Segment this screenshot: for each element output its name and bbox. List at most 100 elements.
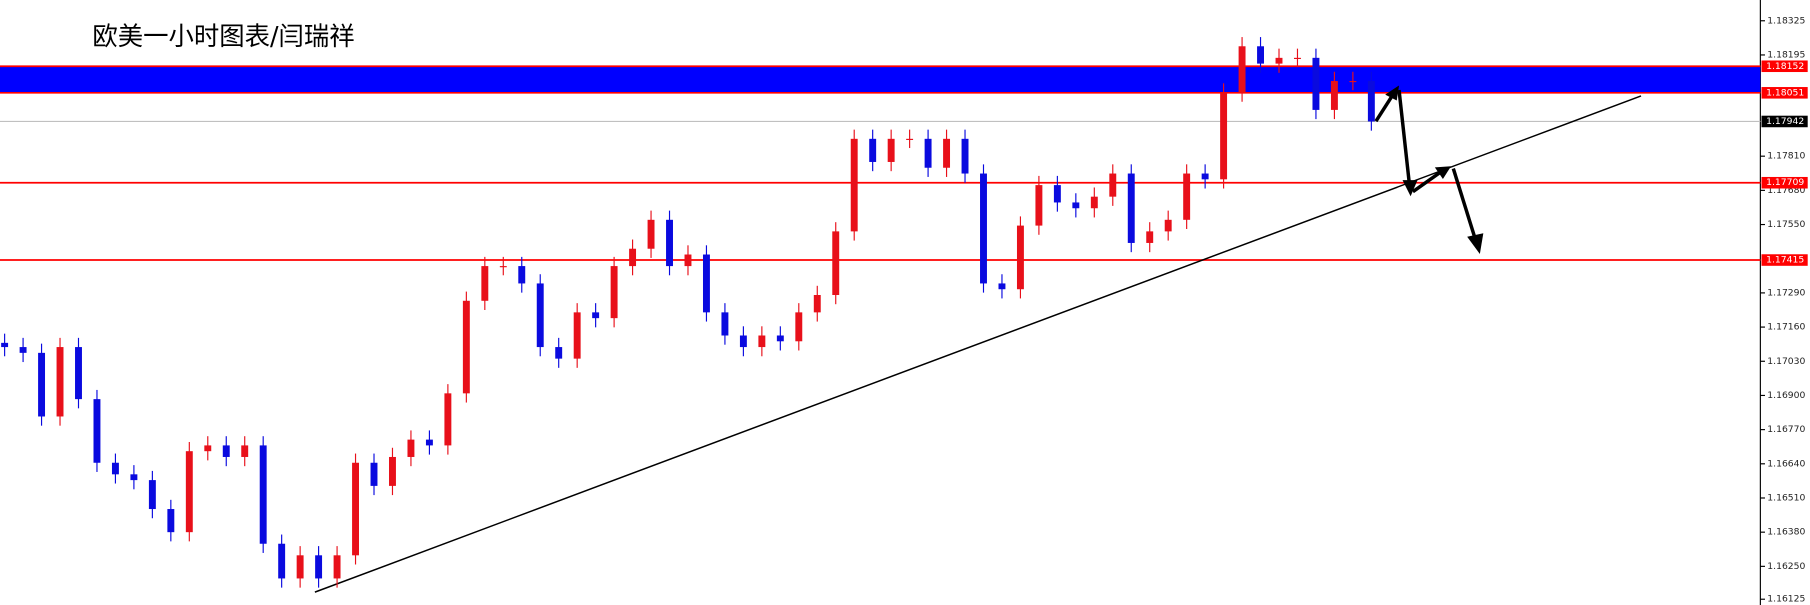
y-tick-label: 1.17290 (1767, 287, 1805, 298)
y-tick-label: 1.16380 (1767, 527, 1805, 538)
y-tick-label: 1.16770 (1767, 424, 1805, 435)
candle-body (1367, 80, 1375, 122)
candle-body (739, 335, 747, 348)
candle-body (1072, 202, 1080, 209)
candle-body (352, 462, 359, 556)
y-tick-label: 1.17160 (1767, 322, 1805, 333)
candle-body (315, 555, 323, 579)
y-tick-label: 1.17680 (1767, 185, 1805, 196)
y-tick-label: 1.17810 (1767, 151, 1805, 162)
candle-body (906, 138, 914, 140)
candle-body (813, 295, 821, 313)
candle-body (111, 462, 119, 475)
candle-body (1238, 46, 1246, 93)
candle-body (130, 474, 138, 481)
candle-body (980, 173, 987, 284)
candle-body (407, 439, 415, 457)
candle-body (943, 138, 951, 168)
candle-body (869, 138, 877, 162)
candle-body (444, 393, 452, 446)
candle-body (702, 254, 710, 313)
candle-body (75, 347, 82, 400)
candle-body (481, 266, 489, 301)
candle-body (610, 266, 618, 319)
candle-body (536, 283, 544, 348)
candle-body (1127, 173, 1135, 243)
candle-body (259, 445, 267, 544)
candle-body (592, 312, 600, 319)
trendline (314, 95, 1642, 593)
arrow (1411, 170, 1442, 194)
candle-body (961, 138, 969, 174)
price-label-box (1761, 60, 1808, 73)
candle-body (1109, 173, 1117, 197)
candle-body (425, 439, 433, 446)
y-tick-label: 1.17030 (1767, 356, 1805, 367)
candle-body (1146, 231, 1154, 243)
price-label: 1.17942 (1766, 116, 1804, 127)
chart-title: 欧美一小时图表/闫瑞祥 (92, 21, 354, 51)
candle-body (1183, 173, 1191, 220)
price-label-box (1761, 176, 1808, 189)
candle-body (1312, 57, 1320, 110)
candle-body (573, 312, 581, 359)
candle-body (721, 312, 729, 336)
candle-body (998, 283, 1006, 290)
y-tick-label: 1.16125 (1767, 594, 1805, 605)
arrowhead (1434, 166, 1452, 179)
candle-body (776, 335, 784, 342)
candle-body (56, 347, 64, 417)
candle-body (167, 509, 175, 533)
candle-body (1090, 196, 1098, 209)
candle-body (389, 456, 396, 486)
candle-body (924, 138, 932, 168)
arrow (1451, 168, 1477, 240)
candle-body (222, 445, 230, 457)
plot-area (0, 37, 1761, 593)
candle-body (1257, 46, 1264, 64)
candle-body (333, 555, 341, 579)
y-tick-label: 1.16640 (1767, 458, 1805, 469)
projection-arrows (1374, 85, 1484, 255)
candle-body (518, 266, 526, 284)
candle-body (148, 480, 156, 510)
candle-body (555, 347, 563, 359)
candle-body (278, 543, 286, 579)
y-tick-label: 1.18195 (1767, 49, 1805, 60)
y-tick-label: 1.16510 (1767, 492, 1805, 503)
candle-body (1053, 185, 1061, 203)
candle-body (832, 231, 840, 296)
candle-body (1016, 225, 1024, 290)
candle-body (204, 445, 212, 452)
candle-body (629, 248, 637, 267)
arrowhead (1402, 180, 1418, 197)
price-label: 1.18152 (1766, 61, 1804, 72)
price-label: 1.17709 (1766, 177, 1804, 188)
arrowhead (1467, 233, 1484, 255)
candle-body (1164, 219, 1172, 232)
candle-body (795, 312, 803, 342)
candle-body (1330, 80, 1338, 110)
candle-body (1220, 92, 1228, 180)
candle-body (887, 138, 895, 162)
candle-body (1201, 173, 1209, 180)
candle-body (296, 555, 304, 579)
candle-body (499, 266, 507, 268)
y-tick-label: 1.18325 (1767, 15, 1805, 26)
candle-body (666, 219, 673, 267)
candle-body (1275, 57, 1283, 64)
candle-body (1, 342, 9, 348)
candle-body (241, 445, 249, 457)
price-label: 1.17415 (1766, 255, 1804, 266)
y-tick-label: 1.17550 (1767, 219, 1805, 230)
candle-body (1035, 185, 1043, 226)
candle-body (647, 219, 655, 249)
arrow (1397, 89, 1412, 185)
arrowhead (1385, 85, 1400, 101)
candle-body (185, 451, 193, 533)
y-tick-label: 1.16250 (1767, 561, 1805, 572)
candle-body (850, 138, 858, 232)
candle-body (38, 352, 46, 417)
candle-body (93, 399, 101, 463)
